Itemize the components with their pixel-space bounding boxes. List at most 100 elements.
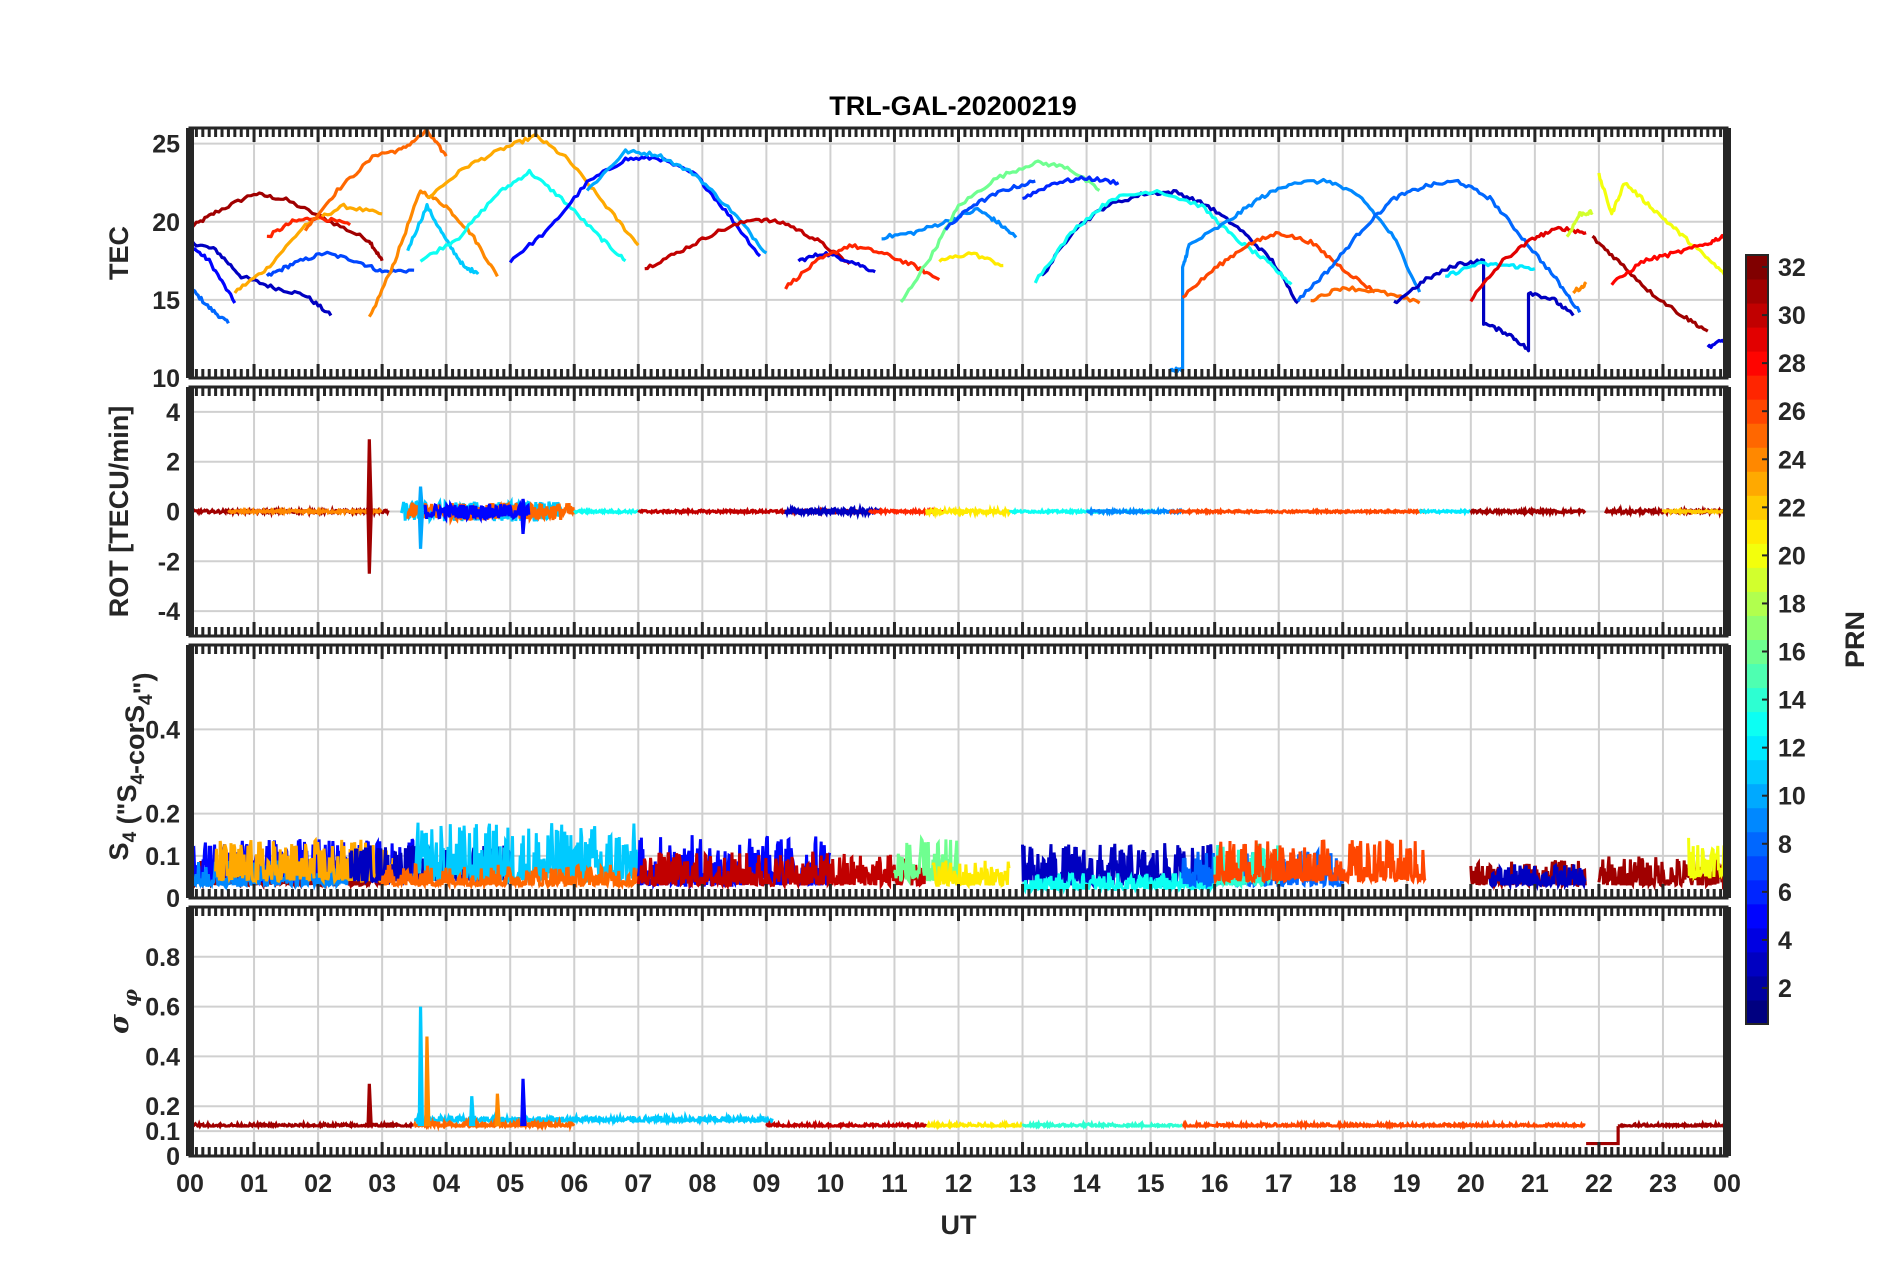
colorbar-band (1746, 975, 1768, 1001)
panel-2: -4 -2 0 2 4 ROT [TECU/min] (104, 385, 1731, 638)
y-axis-label: TEC (104, 226, 134, 280)
spike-prn-24 (424, 1036, 431, 1127)
colorbar-band (1746, 879, 1768, 905)
axes-frame (186, 643, 1731, 900)
spike-prn-31 (366, 511, 373, 574)
trace-prn-31 (1469, 505, 1587, 518)
colorbar-tick-label: 18 (1778, 590, 1806, 618)
colorbar-band (1746, 303, 1768, 328)
trace-prn-5 (419, 499, 531, 524)
series-line-prn-25 (303, 128, 448, 232)
series-line-prn-8 (1296, 178, 1582, 314)
x-axis-label: UT (941, 1210, 977, 1240)
y-tick-label: 0.4 (145, 1043, 180, 1071)
x-tick-label: 07 (624, 1170, 652, 1198)
x-tick-label: 22 (1585, 1170, 1613, 1198)
series-line-prn-31 (190, 191, 384, 262)
colorbar-band (1746, 423, 1768, 448)
series-line-prn-7 (944, 179, 1036, 231)
y-axis-label: ROT [TECU/min] (104, 406, 134, 617)
series-line-prn-24 (1572, 281, 1588, 295)
colorbar-band (1746, 399, 1768, 424)
left-axis-bar (186, 645, 194, 898)
spike-prn-11 (417, 1006, 425, 1127)
colorbar-band (1746, 663, 1768, 689)
axes-frame (186, 905, 1731, 1158)
left-axis-bar (186, 907, 194, 1156)
trace-prn-25 (412, 1115, 576, 1132)
x-tick-label: 15 (1137, 1170, 1165, 1198)
x-tick-label: 08 (688, 1170, 716, 1198)
grid (190, 907, 1727, 1156)
colorbar-band (1746, 255, 1768, 280)
colorbar-tick-label: 22 (1778, 494, 1806, 522)
series-line-prn-31 (1591, 234, 1709, 333)
trace-prn-22 (1661, 506, 1727, 517)
y-tick-label: 0.1 (145, 843, 180, 871)
colorbar-band (1746, 927, 1768, 953)
x-tick-label: 00 (1713, 1170, 1741, 1198)
y-tick-label: 10 (152, 365, 180, 393)
axes-frame (186, 385, 1731, 638)
colorbar-band (1746, 831, 1768, 857)
series-line-prn-6 (1022, 175, 1120, 201)
colorbar-band (1746, 735, 1768, 761)
colorbar-tick-label: 8 (1778, 831, 1792, 859)
trace-prn-12 (1418, 507, 1472, 517)
trace-prn-14 (1021, 1119, 1184, 1131)
spike-prn-31 (366, 439, 373, 512)
y-tick-label: 0.1 (145, 1118, 180, 1146)
spike-prn-24 (494, 1093, 501, 1127)
colorbar-tick-label: 4 (1778, 927, 1792, 955)
y-tick-label: 0.8 (145, 944, 180, 972)
series-line-prn-26 (1181, 230, 1376, 299)
trace-prn-13 (573, 506, 640, 516)
y-tick-label: 0.6 (145, 994, 180, 1022)
series-line-prn-8 (190, 287, 230, 325)
colorbar-tick-label: 28 (1778, 350, 1806, 378)
series-line-prn-9 (1168, 177, 1422, 374)
series-group (190, 822, 1727, 895)
colorbar-band (1746, 519, 1768, 544)
y-tick-label: 25 (152, 131, 180, 159)
panel-3: 0 0.1 0.2 0.4S4 ("S4-corS4") (104, 643, 1731, 913)
series-line-prn-12 (1444, 260, 1536, 278)
series-line-prn-4 (797, 251, 876, 274)
colorbar-frame (1745, 254, 1769, 1025)
series-line-prn-3 (1393, 258, 1575, 353)
x-tick-label: 01 (240, 1170, 268, 1198)
colorbar-band (1746, 543, 1768, 568)
panel-4: 00.10.2 0.4 0.6 0.8σ φ 00 01 02 03 04 05 06 07 08 09 1… (104, 905, 1741, 1240)
y-tick-label: -2 (158, 548, 180, 576)
axes-frame (186, 126, 1731, 380)
x-tick-label: 04 (432, 1170, 460, 1198)
chart-title: TRL-GAL-20200219 (829, 91, 1077, 121)
trace-prn-26 (1181, 1119, 1586, 1131)
y-tick-label: -4 (158, 598, 180, 626)
x-tick-label: 03 (368, 1170, 396, 1198)
spike-prn-10 (417, 486, 425, 512)
trace-prn-30 (636, 850, 928, 892)
colorbar-tick-label: 2 (1778, 975, 1792, 1003)
x-tick-label: 02 (304, 1170, 332, 1198)
series-line-prn-25 (1310, 285, 1421, 305)
colorbar-band (1746, 327, 1768, 352)
spike-prn-11 (468, 1096, 476, 1127)
series-line-prn-13 (1033, 189, 1293, 286)
trace-prn-25 (380, 862, 640, 891)
series-line-prn-27 (784, 243, 941, 290)
series-line-prn-21 (938, 251, 1004, 268)
colorbar-band (1746, 567, 1768, 592)
trace-prn-3 (784, 502, 882, 520)
trace-prn-21 (931, 860, 1011, 890)
trace-prn-9 (1085, 505, 1184, 517)
colorbar-tick-label: 24 (1778, 446, 1806, 474)
step-line-prn-31 (1586, 1126, 1620, 1146)
series-group (190, 1006, 1727, 1146)
right-axis-bar (1723, 645, 1731, 898)
series-line-prn-7 (265, 250, 415, 277)
x-tick-label: 21 (1521, 1170, 1549, 1198)
y-tick-label: 4 (166, 399, 180, 427)
colorbar-band (1746, 903, 1768, 929)
